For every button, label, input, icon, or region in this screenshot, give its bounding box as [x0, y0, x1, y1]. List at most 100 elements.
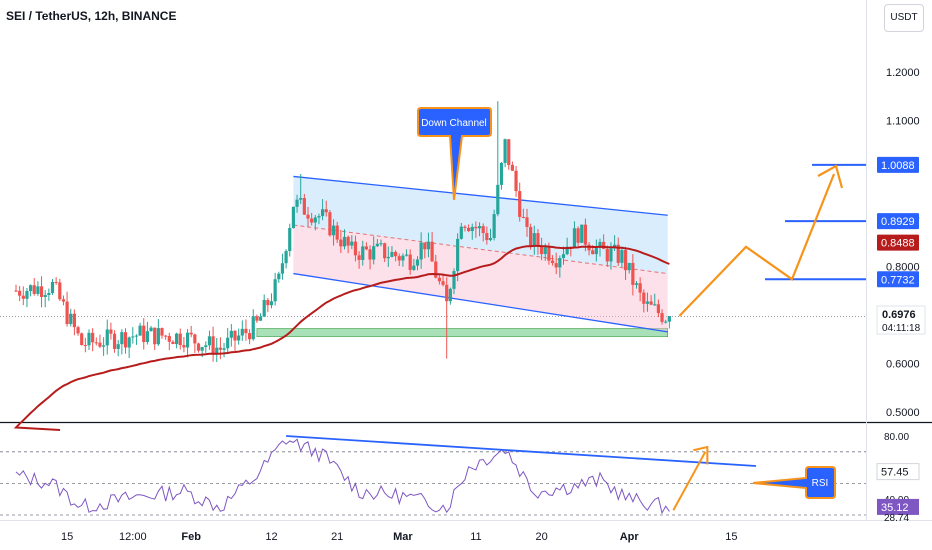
candle-body: [324, 209, 328, 213]
candle-body: [269, 301, 274, 306]
candle-body: [47, 292, 51, 295]
candle-body: [631, 262, 635, 285]
candle-body: [543, 247, 547, 255]
grid-layer: [0, 0, 932, 521]
ma-price-label: 0.8488: [881, 238, 915, 250]
candle-body: [470, 226, 474, 232]
candle-body: [160, 328, 164, 336]
candle-body: [456, 238, 460, 272]
price-tick-label: 0.8000: [886, 261, 920, 273]
candle-body: [561, 254, 566, 259]
candle-body: [178, 333, 182, 346]
down-channel: [293, 175, 668, 333]
candle-body: [112, 333, 117, 349]
candle-body: [437, 277, 441, 282]
candle-body: [503, 139, 507, 163]
candle-body: [353, 241, 358, 256]
candle-body: [255, 316, 259, 321]
candle-body: [390, 251, 394, 257]
candle-body: [488, 238, 493, 241]
candle-body: [638, 283, 642, 293]
candle-body: [123, 332, 128, 348]
candle-body: [514, 170, 518, 192]
candle-body: [383, 243, 387, 259]
candle-body: [29, 285, 33, 292]
candle-body: [116, 344, 120, 349]
candle-body: [266, 299, 270, 306]
candle-body: [306, 214, 310, 219]
candle-body: [131, 336, 135, 338]
price-projection: [678, 164, 844, 317]
candle-body: [331, 225, 336, 236]
rsi-callout-label: RSI: [812, 478, 829, 489]
candle-body: [83, 345, 87, 347]
candle-body: [120, 332, 124, 345]
candle-body: [171, 341, 175, 345]
time-tick-label: 15: [725, 531, 737, 543]
candle-body: [616, 244, 620, 263]
candle-body: [550, 260, 555, 264]
candle-body: [328, 212, 332, 236]
rsi-crosshair-bg: [876, 463, 920, 481]
chart-title: SEI / TetherUS, 12h, BINANCE: [6, 9, 177, 23]
candle-body: [204, 345, 208, 348]
candle-body: [532, 233, 536, 246]
candle-body: [496, 184, 500, 215]
candle-body: [463, 226, 467, 228]
candle-body: [54, 281, 58, 283]
callouts: Down Channel RSI: [417, 107, 836, 499]
candlestick-series: [14, 101, 671, 362]
candle-body: [499, 162, 504, 185]
down-channel-callout: [417, 107, 492, 201]
candle-body: [76, 327, 80, 334]
candle-body: [302, 198, 306, 215]
time-tick-label: Feb: [181, 531, 201, 543]
candle-body: [452, 271, 456, 289]
candle-body: [167, 335, 171, 342]
candle-body: [91, 332, 95, 343]
rsi-line: [15, 438, 670, 515]
candle-body: [211, 336, 215, 355]
candle-body: [361, 246, 365, 260]
candle-body: [594, 247, 598, 255]
candle-body: [233, 330, 237, 341]
channel-lower-line: [293, 272, 668, 333]
time-tick-label: 20: [535, 531, 547, 543]
candle-body: [215, 347, 219, 355]
candle-body: [226, 337, 230, 349]
rsi-projection-arrowhead: [693, 445, 709, 465]
rsi-trendline: [286, 435, 757, 467]
candle-body: [262, 299, 266, 317]
ma-price-label-bg: [877, 234, 919, 251]
channel-lower-fill: [293, 225, 668, 332]
candle-body: [229, 330, 233, 338]
candle-body: [423, 242, 427, 250]
support-zone: [256, 328, 668, 338]
candle-body: [193, 334, 197, 344]
rsi-projection: [672, 451, 707, 511]
countdown-label: 04:11:18: [882, 323, 921, 334]
candle-body: [426, 241, 431, 250]
down-channel-label: Down Channel: [421, 118, 487, 129]
level-price-label-bg: [877, 271, 919, 288]
currency-button[interactable]: USDT: [884, 4, 924, 32]
candle-body: [109, 329, 113, 334]
rsi-pane-bg: [0, 424, 866, 516]
level-price-label-bg: [877, 156, 919, 173]
candle-body: [218, 347, 222, 350]
candle-body: [664, 321, 668, 323]
candle-body: [507, 139, 511, 165]
candle-body: [477, 226, 482, 229]
candle-body: [61, 299, 66, 302]
candle-body: [404, 254, 409, 256]
candle-body: [445, 284, 449, 302]
projection-path: [678, 173, 836, 317]
candle-body: [609, 248, 613, 262]
candle-body: [525, 217, 529, 227]
candle-body: [529, 226, 533, 246]
candle-body: [430, 241, 434, 262]
candle-body: [412, 265, 416, 270]
candle-body: [642, 292, 646, 304]
candle-body: [510, 164, 514, 171]
